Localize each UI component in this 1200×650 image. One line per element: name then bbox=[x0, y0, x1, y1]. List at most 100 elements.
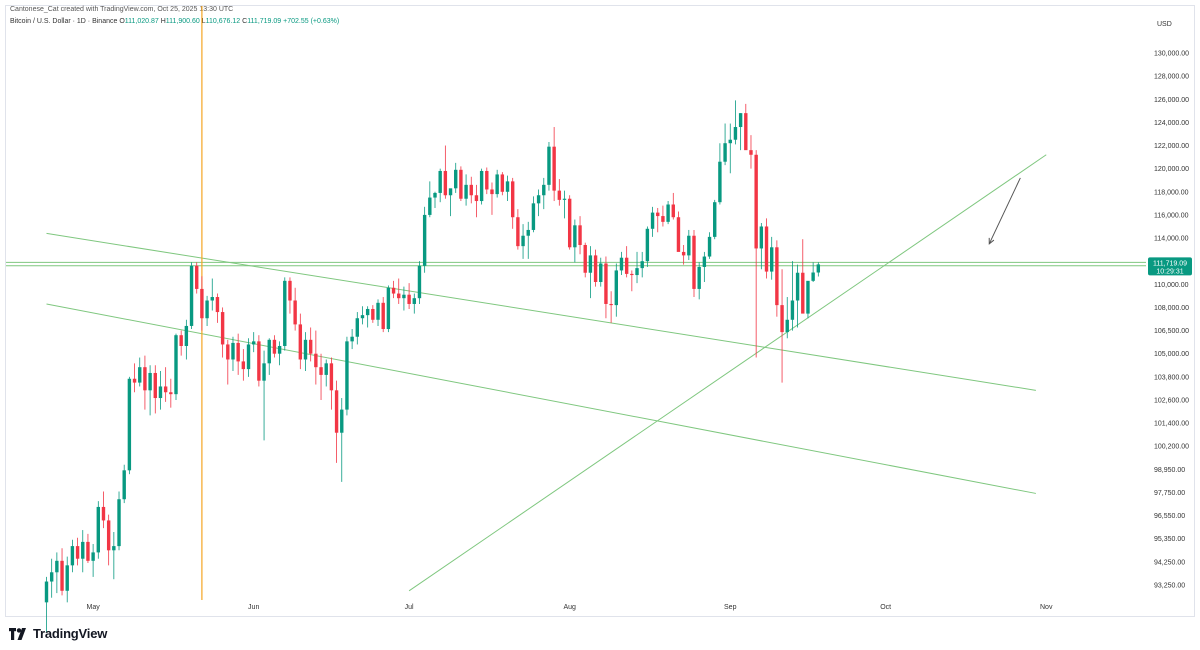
candle bbox=[645, 226, 650, 267]
candle bbox=[801, 239, 805, 314]
candle bbox=[412, 293, 416, 314]
candle bbox=[728, 123, 732, 174]
candle bbox=[55, 552, 59, 594]
time-tick-label: Jul bbox=[405, 604, 414, 611]
candle bbox=[795, 264, 800, 328]
candle bbox=[391, 280, 396, 299]
bar-countdown-label: 10:29:31 bbox=[1156, 268, 1183, 275]
brand-name: TradingView bbox=[33, 626, 108, 641]
currency-label[interactable]: USD bbox=[1157, 21, 1172, 28]
candle bbox=[702, 251, 707, 282]
trendline[interactable] bbox=[46, 232, 1036, 391]
price-tick-label: 122,000.00 bbox=[1154, 143, 1189, 150]
candle bbox=[169, 378, 173, 408]
candle bbox=[640, 251, 644, 278]
candle bbox=[86, 533, 90, 564]
candle bbox=[448, 188, 453, 217]
candle bbox=[609, 291, 613, 323]
candle bbox=[775, 240, 779, 317]
candle bbox=[656, 207, 660, 233]
candle bbox=[811, 262, 815, 282]
price-tick-label: 103,800.00 bbox=[1154, 374, 1189, 381]
candle bbox=[101, 491, 106, 529]
candle bbox=[402, 286, 406, 311]
candle bbox=[567, 195, 572, 250]
high-value: 111,900.60 bbox=[165, 18, 200, 25]
price-tick-label: 96,550.00 bbox=[1154, 513, 1185, 520]
candle bbox=[371, 305, 375, 323]
candle bbox=[215, 293, 220, 323]
candle bbox=[345, 336, 349, 416]
candle bbox=[376, 299, 380, 326]
candle bbox=[189, 262, 194, 330]
price-tick-label: 105,000.00 bbox=[1154, 351, 1189, 358]
candle bbox=[681, 244, 686, 265]
arrow-line[interactable] bbox=[988, 177, 1021, 245]
candle bbox=[174, 333, 178, 400]
price-tick-label: 110,000.00 bbox=[1154, 282, 1189, 289]
candle bbox=[816, 262, 821, 277]
price-tick-label: 102,600.00 bbox=[1154, 397, 1189, 404]
candle bbox=[293, 287, 297, 331]
last-price-label: 111,719.09 bbox=[1153, 260, 1187, 267]
candle bbox=[267, 338, 271, 375]
candle bbox=[195, 262, 199, 294]
candle bbox=[122, 464, 126, 504]
candle bbox=[744, 103, 748, 151]
candle bbox=[417, 261, 422, 304]
price-axis[interactable]: 130,000.00 128,000.00 126,000.00 124,000.00… bbox=[1154, 51, 1189, 590]
candle bbox=[583, 242, 587, 278]
candle bbox=[578, 216, 582, 255]
low-value: 110,676.12 bbox=[205, 18, 241, 25]
candle bbox=[707, 232, 712, 259]
candle bbox=[521, 224, 525, 259]
candle bbox=[630, 270, 634, 292]
trendline[interactable] bbox=[408, 154, 1047, 592]
candle bbox=[324, 359, 328, 387]
low-label: L bbox=[201, 18, 206, 25]
candle bbox=[200, 276, 204, 331]
candle bbox=[495, 169, 499, 198]
candle bbox=[764, 218, 769, 279]
price-tick-label: 98,950.00 bbox=[1154, 467, 1185, 474]
candle bbox=[526, 221, 530, 259]
candle bbox=[340, 398, 344, 482]
candle bbox=[443, 145, 448, 199]
candle bbox=[661, 205, 665, 227]
candle bbox=[314, 330, 318, 385]
candle bbox=[70, 539, 75, 573]
price-tick-label: 120,000.00 bbox=[1154, 166, 1189, 173]
price-tick-label: 124,000.00 bbox=[1154, 120, 1189, 127]
price-tick-label: 101,400.00 bbox=[1154, 421, 1189, 428]
candle bbox=[464, 174, 468, 206]
price-tick-label: 126,000.00 bbox=[1154, 97, 1189, 104]
tradingview-brand[interactable]: TradingView bbox=[9, 626, 107, 641]
trendline[interactable] bbox=[46, 303, 1036, 494]
candle bbox=[272, 335, 277, 358]
candle bbox=[790, 261, 795, 331]
candle bbox=[262, 350, 266, 441]
candle bbox=[81, 530, 85, 573]
candle bbox=[210, 278, 214, 311]
time-tick-label: Nov bbox=[1040, 604, 1053, 611]
time-tick-label: Oct bbox=[880, 604, 891, 611]
candle bbox=[422, 206, 427, 273]
time-axis[interactable]: May Jun Jul Aug Sep Oct Nov bbox=[87, 604, 1053, 611]
candle bbox=[697, 262, 701, 300]
candle bbox=[75, 537, 80, 566]
symbol-title[interactable]: Bitcoin / U.S. Dollar · 1D · Binance bbox=[10, 18, 118, 25]
candle bbox=[733, 100, 738, 145]
candle bbox=[355, 312, 359, 345]
candle bbox=[573, 219, 577, 263]
candle bbox=[96, 501, 100, 559]
candle bbox=[433, 191, 437, 208]
price-tick-label: 100,200.00 bbox=[1154, 444, 1189, 451]
candle bbox=[770, 236, 774, 280]
candle bbox=[614, 263, 618, 317]
candle bbox=[226, 339, 230, 385]
candle bbox=[148, 365, 152, 416]
candle bbox=[806, 280, 810, 319]
candle bbox=[536, 189, 541, 217]
candle bbox=[552, 127, 556, 202]
